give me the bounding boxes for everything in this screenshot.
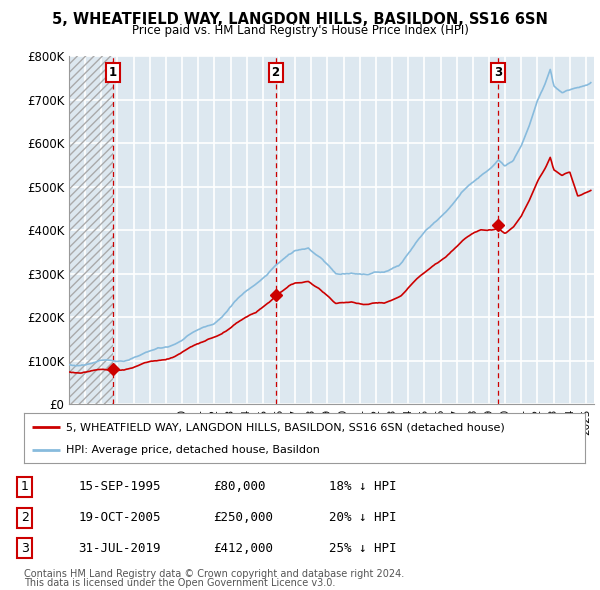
Text: 3: 3 bbox=[21, 542, 29, 555]
Text: Price paid vs. HM Land Registry's House Price Index (HPI): Price paid vs. HM Land Registry's House … bbox=[131, 24, 469, 37]
Text: This data is licensed under the Open Government Licence v3.0.: This data is licensed under the Open Gov… bbox=[24, 578, 335, 588]
Text: 19-OCT-2005: 19-OCT-2005 bbox=[78, 511, 161, 524]
Text: £80,000: £80,000 bbox=[214, 480, 266, 493]
Text: 2: 2 bbox=[21, 511, 29, 524]
Text: 1: 1 bbox=[21, 480, 29, 493]
Text: 31-JUL-2019: 31-JUL-2019 bbox=[78, 542, 161, 555]
Text: £250,000: £250,000 bbox=[214, 511, 274, 524]
Text: 5, WHEATFIELD WAY, LANGDON HILLS, BASILDON, SS16 6SN (detached house): 5, WHEATFIELD WAY, LANGDON HILLS, BASILD… bbox=[66, 422, 505, 432]
Text: HPI: Average price, detached house, Basildon: HPI: Average price, detached house, Basi… bbox=[66, 445, 320, 455]
Text: Contains HM Land Registry data © Crown copyright and database right 2024.: Contains HM Land Registry data © Crown c… bbox=[24, 569, 404, 579]
Text: 18% ↓ HPI: 18% ↓ HPI bbox=[329, 480, 397, 493]
Text: 3: 3 bbox=[494, 66, 502, 79]
Text: 1: 1 bbox=[109, 66, 117, 79]
Text: 25% ↓ HPI: 25% ↓ HPI bbox=[329, 542, 397, 555]
Text: 5, WHEATFIELD WAY, LANGDON HILLS, BASILDON, SS16 6SN: 5, WHEATFIELD WAY, LANGDON HILLS, BASILD… bbox=[52, 12, 548, 27]
Text: 2: 2 bbox=[272, 66, 280, 79]
Text: 15-SEP-1995: 15-SEP-1995 bbox=[78, 480, 161, 493]
Text: 20% ↓ HPI: 20% ↓ HPI bbox=[329, 511, 397, 524]
Text: £412,000: £412,000 bbox=[214, 542, 274, 555]
